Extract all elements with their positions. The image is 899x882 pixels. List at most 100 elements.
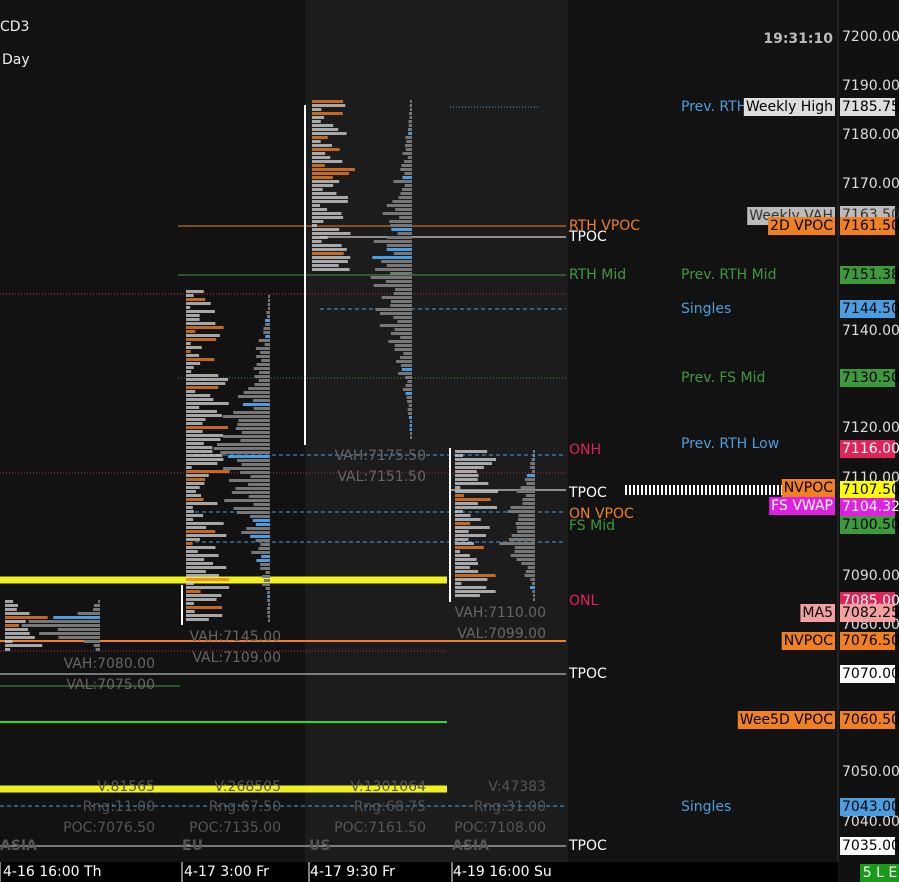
profile-bar — [250, 515, 270, 518]
tpo-bar — [186, 362, 201, 365]
tpo-bar — [312, 236, 328, 239]
tpo-bar — [455, 502, 478, 505]
profile-bar — [255, 347, 270, 350]
tpo-bar — [186, 434, 224, 437]
tpo-bar — [455, 506, 498, 509]
tpo-bar — [312, 128, 339, 131]
profile-bar — [533, 454, 535, 457]
tpo-bar — [186, 618, 209, 621]
profile-bar — [526, 474, 535, 477]
profile-bar — [379, 324, 412, 327]
profile-bar — [259, 371, 270, 374]
profile-bar — [260, 543, 270, 546]
profile-bar — [228, 479, 270, 482]
session-name: ASIA — [452, 838, 489, 854]
profile-bar — [260, 567, 270, 570]
profile-bar — [250, 535, 270, 538]
price-box — [840, 217, 895, 235]
profile-bar — [267, 315, 270, 318]
tag-label: NVPOC — [784, 480, 834, 496]
profile-bar — [404, 184, 412, 187]
profile-bar — [222, 415, 270, 418]
profile-bar — [262, 575, 270, 578]
profile-bar — [268, 603, 270, 606]
profile-bar — [394, 344, 412, 347]
tpo-bar — [455, 586, 487, 589]
tpo-bar — [186, 402, 229, 405]
profile-bar — [405, 148, 412, 151]
tag-box — [768, 217, 835, 235]
chart-label: TPOC — [568, 229, 607, 245]
profile-bar — [499, 542, 535, 545]
tpo-bar — [455, 522, 471, 525]
tag-box — [781, 479, 835, 497]
profile-bar — [256, 355, 270, 358]
tpo-bar — [186, 314, 200, 317]
tpo-bar — [186, 410, 217, 413]
price-label: 7144.50 — [842, 301, 899, 317]
chart-label: TPOC — [568, 485, 607, 501]
tpo-bar — [186, 606, 222, 609]
profile-bar — [407, 380, 412, 383]
price-label: 7130.50 — [842, 370, 899, 386]
profile-bar — [252, 399, 270, 402]
price-label: 7060.50 — [842, 712, 899, 728]
tpo-bar — [186, 330, 196, 333]
profile-bar — [399, 216, 412, 219]
profile-bar — [237, 423, 270, 426]
tpo-bar — [186, 310, 215, 313]
profile-bar — [388, 340, 412, 343]
tpo-bar — [312, 232, 351, 235]
profile-bar — [252, 519, 270, 522]
tpo-bar — [186, 562, 214, 565]
tpo-bar — [312, 196, 349, 199]
profile-bar — [393, 292, 412, 295]
profile-bar — [524, 574, 535, 577]
profile-bar — [407, 408, 412, 411]
price-label: 7100.50 — [842, 517, 899, 533]
profile-bar — [407, 156, 412, 159]
tpo-bar — [186, 430, 203, 433]
tag-label: Wee5D VPOC — [740, 712, 833, 728]
profile-bar — [382, 212, 412, 215]
clock: 19:31:10 — [763, 31, 833, 47]
tpo-bar — [455, 570, 479, 573]
profile-bar — [408, 404, 412, 407]
profile-bar — [397, 232, 412, 235]
session-time: 4-17 9:30 Fr — [310, 864, 395, 880]
profile-bar — [381, 296, 412, 299]
session-name: EU — [182, 838, 203, 854]
tpo-bar — [312, 204, 320, 207]
session-time: 4-16 16:00 Th — [3, 864, 101, 880]
profile-bar — [404, 172, 412, 175]
tpo-bar — [455, 562, 479, 565]
profile-bar — [385, 280, 412, 283]
profile-bar — [224, 499, 270, 502]
level-name: Singles — [681, 301, 731, 317]
tpo-bar — [186, 470, 230, 473]
price-label: 7116.00 — [842, 441, 899, 457]
session-poc: POC:7161.50 — [334, 820, 426, 836]
profile-bar — [213, 447, 270, 450]
profile-bar — [372, 256, 412, 259]
profile-bar — [401, 164, 412, 167]
session-volume: V:81565 — [97, 779, 155, 795]
price-label: 7107.50 — [842, 482, 899, 498]
profile-bar — [255, 539, 270, 542]
profile-bar — [263, 327, 270, 330]
profile-bar — [248, 495, 270, 498]
chart-label: RTH VPOC — [569, 218, 640, 234]
tpo-bar — [312, 212, 342, 215]
profile-bar — [524, 478, 535, 481]
tpo-bar — [186, 590, 201, 593]
profile-bar — [57, 628, 100, 631]
tpo-bar — [455, 450, 488, 453]
tpo-bar — [455, 482, 489, 485]
profile-bar — [408, 124, 412, 127]
tpo-bar — [312, 104, 346, 107]
tpo-bar — [455, 454, 463, 457]
profile-bar — [258, 379, 270, 382]
profile-bar — [515, 522, 535, 525]
session-name: ASIA — [0, 838, 37, 854]
tag-box — [769, 497, 835, 515]
